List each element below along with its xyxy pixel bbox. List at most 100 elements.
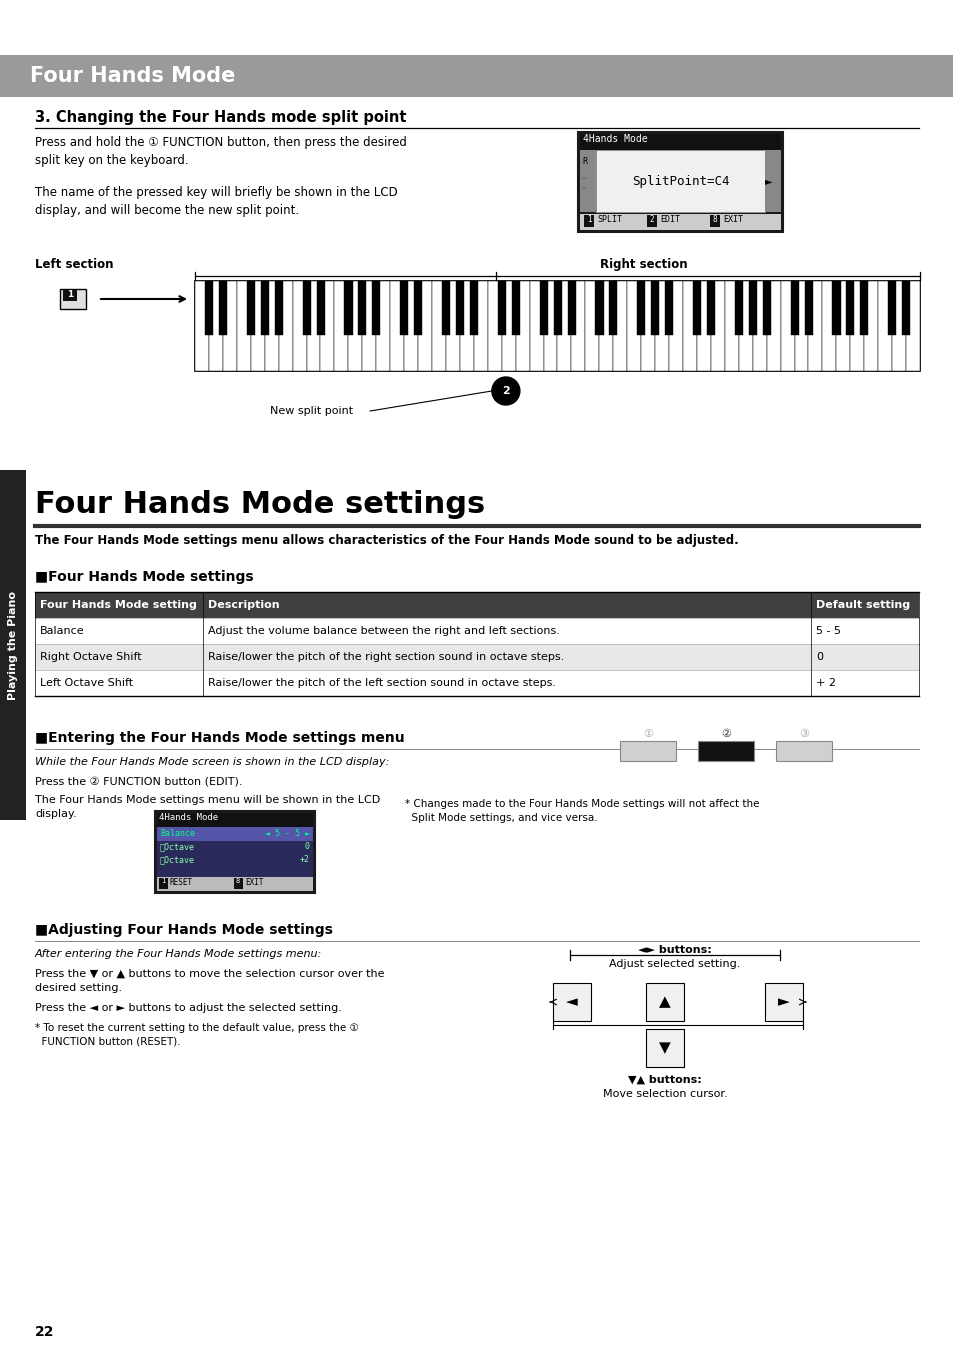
Text: Press the ◄ or ► buttons to adjust the selected setting.: Press the ◄ or ► buttons to adjust the s… bbox=[35, 1003, 341, 1012]
Bar bbox=[709, 215, 720, 227]
Bar bbox=[598, 281, 613, 371]
Text: Move selection cursor.: Move selection cursor. bbox=[602, 1089, 726, 1099]
Bar bbox=[157, 828, 313, 878]
Circle shape bbox=[492, 377, 519, 405]
Text: Description: Description bbox=[208, 599, 279, 610]
Bar bbox=[766, 281, 780, 371]
Bar bbox=[579, 134, 781, 150]
Bar bbox=[764, 150, 781, 212]
Bar bbox=[539, 281, 547, 335]
Bar bbox=[362, 281, 375, 371]
Bar bbox=[390, 281, 404, 371]
Bar bbox=[274, 281, 282, 335]
Bar bbox=[585, 281, 598, 371]
Bar bbox=[219, 281, 227, 335]
Bar bbox=[264, 281, 278, 371]
Bar bbox=[35, 618, 918, 644]
Bar bbox=[619, 741, 676, 761]
Bar bbox=[734, 281, 742, 335]
Bar bbox=[194, 281, 919, 371]
Text: ▼: ▼ bbox=[659, 1041, 670, 1056]
Text: ◄► buttons:: ◄► buttons: bbox=[638, 945, 711, 954]
Bar bbox=[417, 281, 432, 371]
Text: 5 - 5: 5 - 5 bbox=[815, 626, 841, 636]
Bar bbox=[154, 811, 314, 892]
Bar bbox=[579, 150, 596, 212]
Bar bbox=[764, 983, 802, 1021]
Text: While the Four Hands Mode screen is shown in the LCD display:: While the Four Hands Mode screen is show… bbox=[35, 757, 389, 767]
Text: Right Octave Shift: Right Octave Shift bbox=[40, 652, 141, 662]
Text: * Changes made to the Four Hands Mode settings will not affect the
  Split Mode : * Changes made to the Four Hands Mode se… bbox=[405, 799, 759, 824]
Text: ◄: ◄ bbox=[565, 995, 578, 1010]
Text: SPLIT: SPLIT bbox=[597, 215, 621, 224]
Text: Four Hands Mode setting: Four Hands Mode setting bbox=[40, 599, 196, 610]
Bar bbox=[414, 281, 422, 335]
Text: ▼▲ buttons:: ▼▲ buttons: bbox=[627, 1075, 701, 1085]
Text: …: … bbox=[581, 184, 586, 190]
Bar bbox=[637, 281, 644, 335]
Bar bbox=[748, 281, 756, 335]
Bar bbox=[159, 878, 168, 890]
Text: Press and hold the ① FUNCTION button, then press the desired
split key on the ke: Press and hold the ① FUNCTION button, th… bbox=[35, 136, 406, 167]
Text: Default setting: Default setting bbox=[815, 599, 909, 610]
Bar bbox=[251, 281, 264, 371]
Text: * To reset the current setting to the default value, press the ①
  FUNCTION butt: * To reset the current setting to the de… bbox=[35, 1023, 358, 1048]
Bar bbox=[780, 281, 794, 371]
Bar bbox=[260, 281, 269, 335]
Bar bbox=[0, 470, 26, 819]
Bar bbox=[445, 281, 459, 371]
Text: R: R bbox=[581, 157, 586, 166]
Bar bbox=[845, 281, 854, 335]
Text: New split point: New split point bbox=[270, 406, 353, 416]
Bar bbox=[487, 281, 501, 371]
Text: ►: ► bbox=[778, 995, 789, 1010]
Bar bbox=[372, 281, 380, 335]
Text: Right section: Right section bbox=[599, 258, 687, 271]
Bar bbox=[752, 281, 766, 371]
Text: Adjust the volume balance between the right and left sections.: Adjust the volume balance between the ri… bbox=[208, 626, 559, 636]
Bar bbox=[194, 281, 209, 371]
Text: + 2: + 2 bbox=[815, 678, 835, 688]
Bar bbox=[821, 281, 836, 371]
Bar bbox=[832, 281, 840, 335]
Text: Raise/lower the pitch of the right section sound in octave steps.: Raise/lower the pitch of the right secti… bbox=[208, 652, 563, 662]
Text: ▲: ▲ bbox=[659, 995, 670, 1010]
Bar bbox=[432, 281, 445, 371]
Bar bbox=[609, 281, 617, 335]
Bar bbox=[205, 281, 213, 335]
Bar bbox=[35, 670, 918, 697]
Text: The name of the pressed key will briefly be shown in the LCD
display, and will b: The name of the pressed key will briefly… bbox=[35, 186, 397, 217]
Bar bbox=[344, 281, 353, 335]
Text: 0: 0 bbox=[305, 842, 310, 850]
Bar bbox=[233, 878, 243, 890]
Text: ■Adjusting Four Hands Mode settings: ■Adjusting Four Hands Mode settings bbox=[35, 923, 333, 937]
Bar bbox=[775, 741, 831, 761]
Bar bbox=[157, 878, 313, 891]
Bar bbox=[35, 644, 918, 670]
Bar bbox=[645, 983, 683, 1021]
Bar bbox=[157, 813, 313, 828]
Bar bbox=[358, 281, 366, 335]
Text: EDIT: EDIT bbox=[659, 215, 679, 224]
Text: Four Hands Mode: Four Hands Mode bbox=[30, 66, 235, 86]
Bar bbox=[836, 281, 849, 371]
Bar bbox=[794, 281, 807, 371]
Bar bbox=[571, 281, 585, 371]
Bar bbox=[501, 281, 516, 371]
Bar bbox=[706, 281, 715, 335]
Bar bbox=[63, 290, 77, 301]
Bar bbox=[710, 281, 724, 371]
Text: Balance: Balance bbox=[160, 829, 194, 838]
Text: The Four Hands Mode settings menu will be shown in the LCD
display.: The Four Hands Mode settings menu will b… bbox=[35, 795, 380, 819]
Bar bbox=[293, 281, 306, 371]
Bar bbox=[567, 281, 575, 335]
Bar bbox=[578, 132, 782, 232]
Text: 8: 8 bbox=[235, 878, 240, 884]
Bar bbox=[529, 281, 543, 371]
Bar bbox=[316, 281, 324, 335]
Bar bbox=[902, 281, 909, 335]
Text: ◄ 5 - 5 ►: ◄ 5 - 5 ► bbox=[265, 829, 310, 838]
Text: Press the ② FUNCTION button (EDIT).: Press the ② FUNCTION button (EDIT). bbox=[35, 778, 242, 787]
Bar bbox=[878, 281, 891, 371]
Bar bbox=[0, 55, 953, 97]
